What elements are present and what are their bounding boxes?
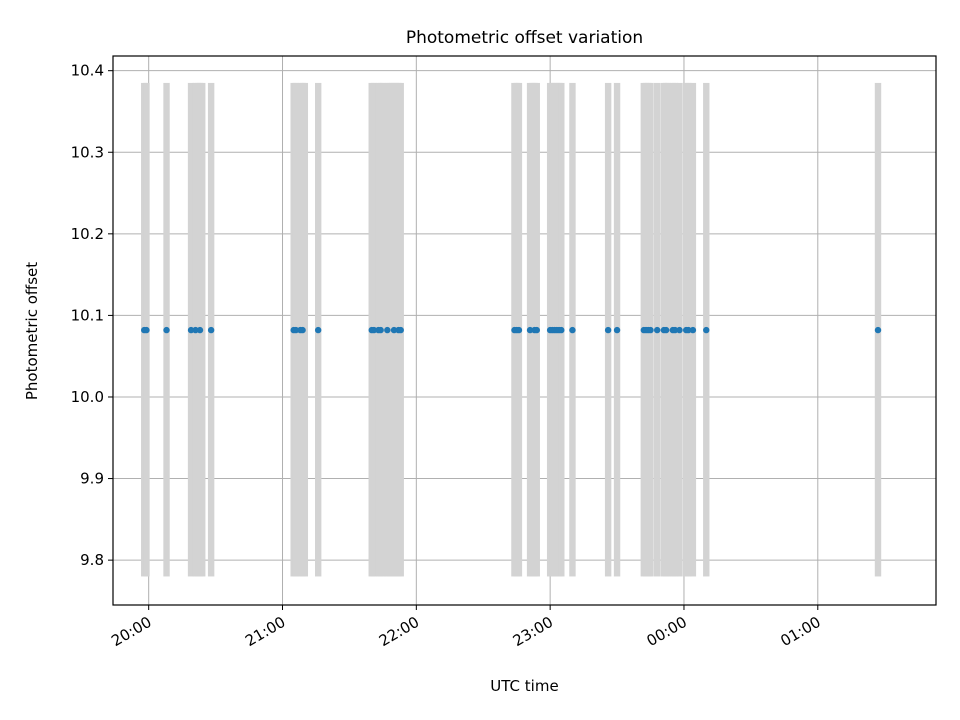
y-tick-label: 10.2 xyxy=(71,225,104,243)
offset-point xyxy=(196,326,204,334)
offset-point xyxy=(163,326,170,334)
y-tick-label: 10.4 xyxy=(71,62,104,80)
offset-point xyxy=(187,326,195,334)
plot-area xyxy=(113,56,936,605)
y-tick-label: 10.1 xyxy=(71,306,104,324)
offset-point xyxy=(685,326,692,334)
x-axis-label: UTC time xyxy=(490,677,558,695)
offset-point xyxy=(292,326,300,334)
offset-point xyxy=(143,326,150,334)
offset-point xyxy=(874,326,882,334)
offset-point xyxy=(647,326,654,334)
offset-points xyxy=(141,326,882,334)
offset-point xyxy=(662,326,670,334)
chart-title: Photometric offset variation xyxy=(406,28,643,48)
y-tick-label: 9.8 xyxy=(80,551,104,569)
offset-point xyxy=(613,326,621,334)
offset-point xyxy=(654,326,661,334)
offset-point xyxy=(526,326,534,334)
offset-point xyxy=(515,326,523,334)
offset-point xyxy=(533,326,540,334)
plot-frame xyxy=(112,55,937,606)
y-axis-label: Photometric offset xyxy=(23,262,41,400)
offset-point xyxy=(397,326,404,334)
y-tick-label: 10.0 xyxy=(71,388,104,406)
offset-point xyxy=(192,326,199,334)
offset-point xyxy=(676,326,683,334)
offset-point xyxy=(604,326,612,334)
y-tick-label: 9.9 xyxy=(80,470,104,488)
y-tick-label: 10.3 xyxy=(71,143,104,161)
offset-point xyxy=(377,326,384,334)
offset-point xyxy=(314,326,322,334)
offset-point xyxy=(558,326,565,334)
offset-point xyxy=(207,326,215,334)
offset-point xyxy=(384,326,391,334)
offset-point xyxy=(299,326,306,334)
offset-point xyxy=(390,326,398,334)
offset-point xyxy=(689,326,697,334)
offset-point xyxy=(569,326,576,334)
offset-point xyxy=(703,326,710,334)
offset-point xyxy=(671,326,679,334)
offset-point xyxy=(370,326,378,334)
